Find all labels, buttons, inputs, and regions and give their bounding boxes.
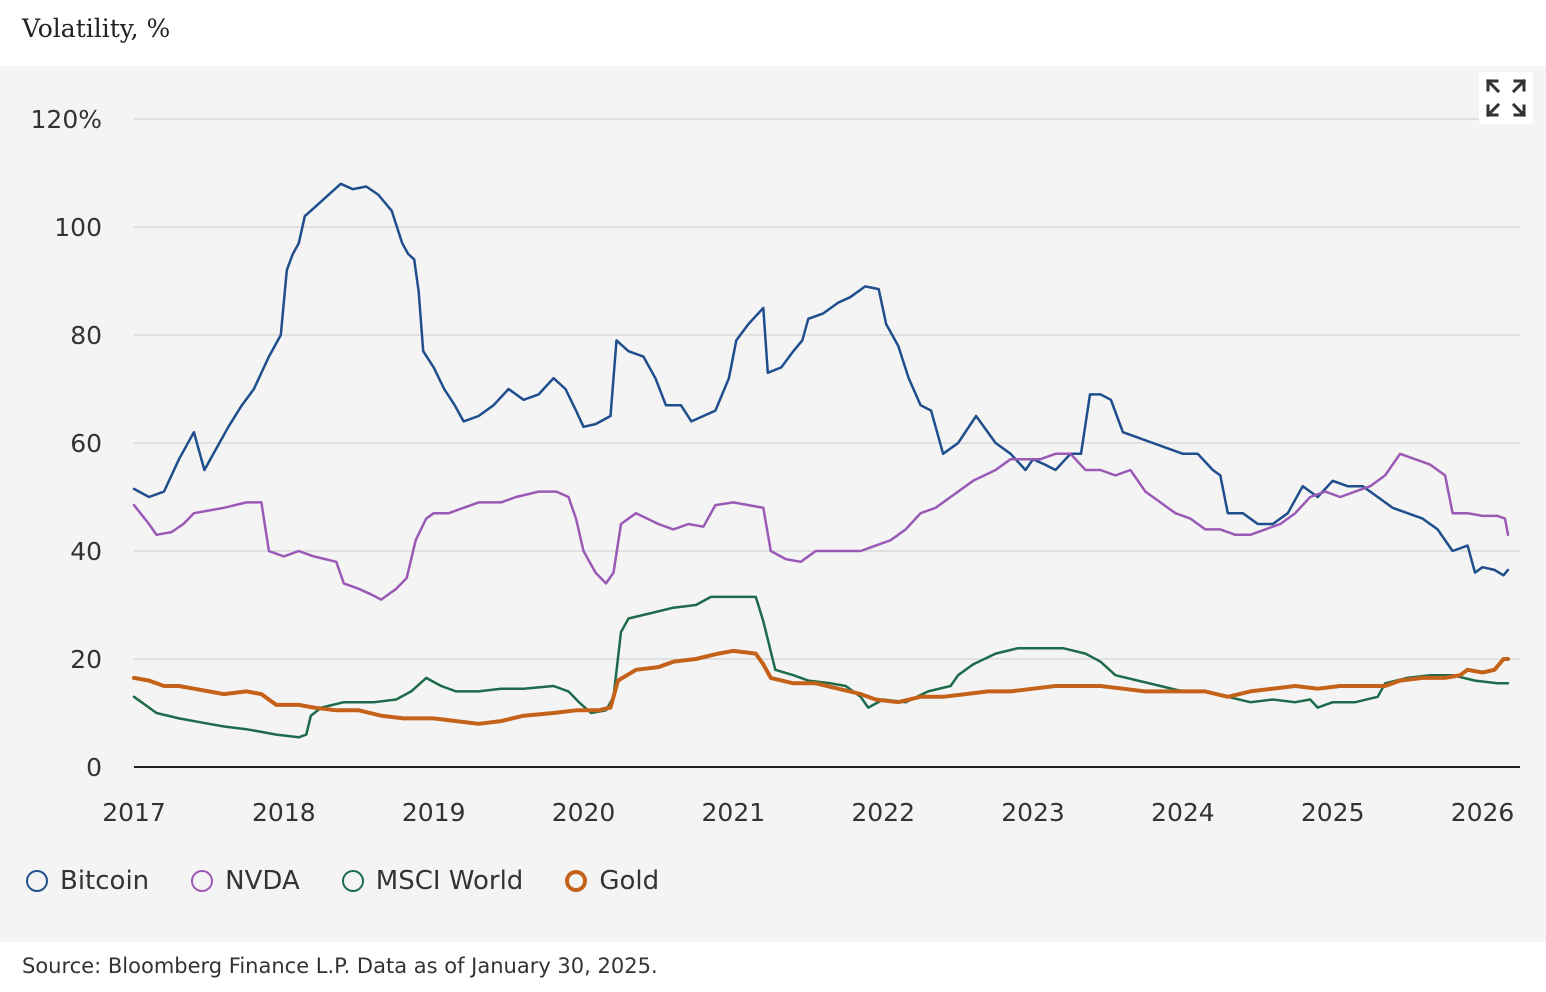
x-tick-label: 2026 bbox=[1451, 798, 1515, 827]
legend-marker bbox=[341, 870, 364, 892]
x-tick-label: 2024 bbox=[1151, 798, 1215, 827]
x-tick-label: 2022 bbox=[851, 798, 915, 827]
series-line-bitcoin bbox=[132, 182, 1510, 577]
legend-label: MSCI World bbox=[375, 866, 524, 896]
source-note: Source: Bloomberg Finance L.P. Data as o… bbox=[22, 954, 658, 978]
legend-item-bitcoin[interactable]: Bitcoin bbox=[26, 866, 149, 896]
legend-label: Bitcoin bbox=[60, 866, 150, 896]
expand-icon bbox=[1485, 78, 1527, 118]
y-tick-label: 60 bbox=[70, 429, 102, 458]
legend-marker bbox=[191, 870, 214, 892]
legend-marker bbox=[565, 870, 588, 892]
y-tick-label: 0 bbox=[86, 753, 102, 782]
legend-item-gold[interactable]: Gold bbox=[565, 866, 659, 896]
series-line-gold bbox=[132, 648, 1510, 726]
x-tick-label: 2018 bbox=[252, 798, 316, 827]
x-tick-label: 2020 bbox=[552, 798, 616, 827]
expand-button[interactable] bbox=[1479, 72, 1533, 124]
y-tick-label: 40 bbox=[70, 537, 102, 566]
legend-label: NVDA bbox=[225, 866, 300, 896]
legend-item-msci-world[interactable]: MSCI World bbox=[341, 866, 524, 896]
y-tick-label: 20 bbox=[70, 645, 102, 674]
x-tick-label: 2019 bbox=[402, 798, 466, 827]
series-line-nvda bbox=[132, 452, 1510, 601]
legend-marker bbox=[26, 870, 48, 892]
chart-panel bbox=[0, 66, 1546, 942]
y-tick-label: 100 bbox=[54, 213, 102, 242]
x-axis-ticks: 2017 2018 2019 2020 2021 2022 2023 2024 2025 2026 bbox=[102, 798, 1514, 827]
y-tick-label: 80 bbox=[70, 321, 102, 350]
x-tick-label: 2025 bbox=[1301, 798, 1365, 827]
series-line-msci-world bbox=[132, 595, 1510, 739]
legend-item-nvda[interactable]: NVDA bbox=[191, 866, 300, 896]
legend: Bitcoin NVDA MSCI World Gold bbox=[26, 866, 701, 896]
y-axis-ticks: 0 20 40 60 80 100 120% bbox=[31, 105, 102, 782]
x-tick-label: 2017 bbox=[102, 798, 166, 827]
y-tick-label: 120% bbox=[31, 105, 102, 134]
x-tick-label: 2023 bbox=[1001, 798, 1065, 827]
x-tick-label: 2021 bbox=[702, 798, 766, 827]
series-lines bbox=[132, 182, 1510, 739]
chart-title: Volatility, % bbox=[22, 14, 171, 43]
legend-label: Gold bbox=[599, 866, 660, 896]
line-chart: 0 20 40 60 80 100 120% 2017 2018 2019 2020 2021 202… bbox=[31, 105, 1520, 827]
